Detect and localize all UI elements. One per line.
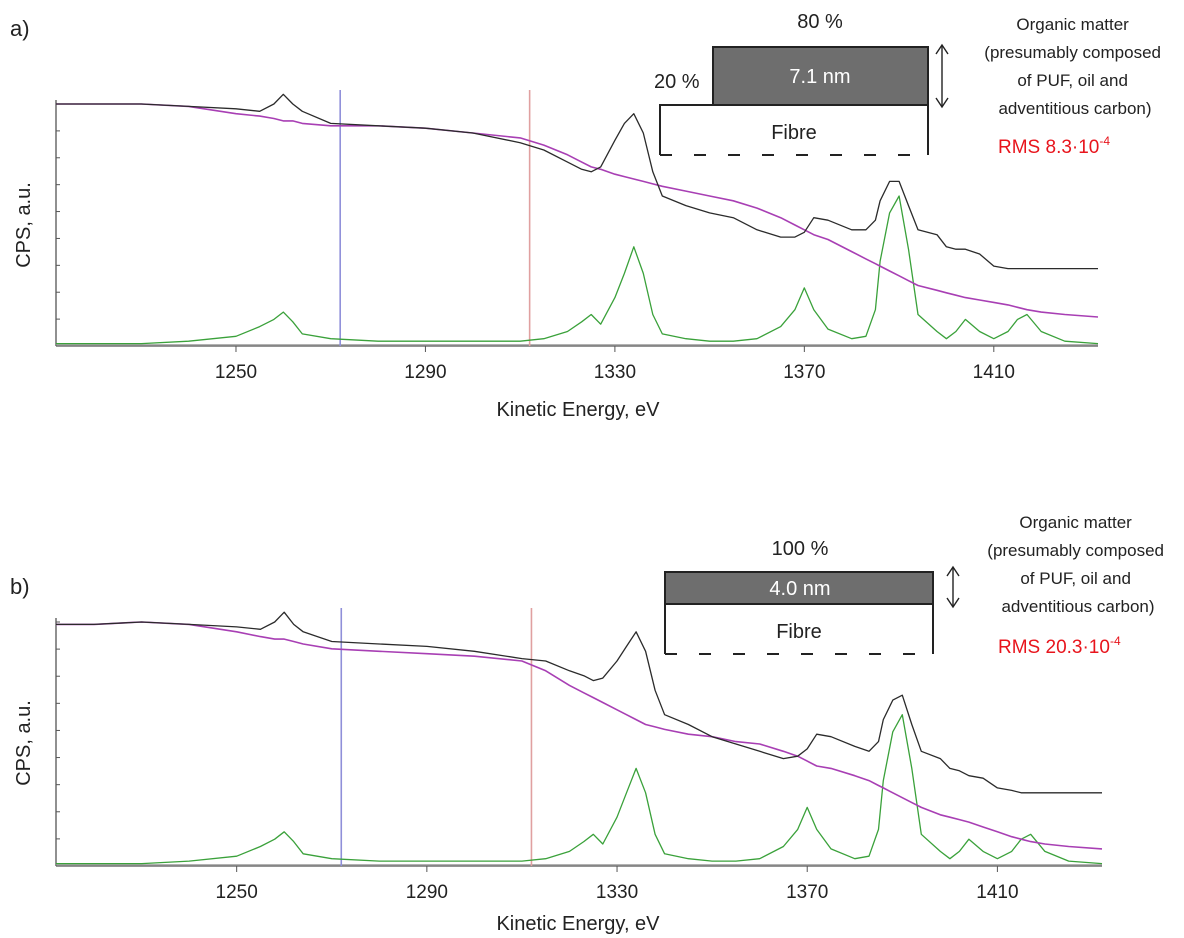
coverage-top-label: 100 % bbox=[772, 538, 829, 560]
organic-layer bbox=[712, 46, 929, 106]
panel-a: a) 1250 1290 1330 1370 1410 CPS, a.u. Kineti… bbox=[10, 11, 1165, 421]
organic-matter-note: Organic matter (presumably composed of P… bbox=[984, 15, 1165, 118]
plot-area: 1250 1290 1330 1370 1410 bbox=[55, 90, 1099, 383]
y-axis-title: CPS, a.u. bbox=[13, 700, 35, 786]
peaks-line bbox=[56, 714, 1103, 865]
note-line: adventitious carbon) bbox=[998, 99, 1151, 118]
x-tick-label: 1330 bbox=[594, 362, 636, 383]
fibre-label: Fibre bbox=[771, 122, 817, 144]
fibre-label: Fibre bbox=[776, 621, 822, 643]
note-line: (presumably composed bbox=[987, 541, 1164, 560]
layer-schematic: 100 % 4.0 nm Fibre bbox=[664, 538, 960, 655]
fibre-outline bbox=[664, 603, 934, 654]
x-tick-label: 1370 bbox=[783, 362, 825, 383]
rms-label: RMS 20.3·10-4 bbox=[998, 634, 1121, 658]
thickness-arrow bbox=[935, 43, 949, 109]
note-line: Organic matter bbox=[1019, 513, 1132, 532]
note-line: adventitious carbon) bbox=[1001, 597, 1154, 616]
x-axis-title: Kinetic Energy, eV bbox=[496, 399, 660, 421]
organic-matter-note: Organic matter (presumably composed of P… bbox=[987, 513, 1168, 616]
rms-exponent: -4 bbox=[1110, 634, 1121, 648]
note-line: of PUF, oil and bbox=[1020, 569, 1131, 588]
rms-value: RMS 20.3·10 bbox=[998, 637, 1110, 658]
panel-label: a) bbox=[10, 16, 30, 41]
thickness-arrow bbox=[946, 565, 960, 609]
note-line: of PUF, oil and bbox=[1017, 71, 1128, 90]
layer-thickness-label: 4.0 nm bbox=[769, 578, 830, 600]
panel-label: b) bbox=[10, 574, 30, 599]
x-tick-label: 1290 bbox=[406, 882, 448, 903]
rms-exponent: -4 bbox=[1099, 134, 1110, 148]
background-line bbox=[56, 103, 1099, 318]
panel-b: b) 1250 1290 1330 1370 1410 CPS, a.u. Kineti… bbox=[10, 513, 1168, 935]
rms-value: RMS 8.3·10 bbox=[998, 137, 1099, 158]
x-tick-label: 1250 bbox=[215, 362, 257, 383]
coverage-side-label: 20 % bbox=[654, 71, 700, 93]
coverage-top-label: 80 % bbox=[797, 11, 843, 33]
plot-area: 1250 1290 1330 1370 1410 bbox=[55, 608, 1103, 903]
note-line: (presumably composed bbox=[984, 43, 1161, 62]
x-tick-label: 1410 bbox=[973, 362, 1015, 383]
note-line: Organic matter bbox=[1016, 15, 1129, 34]
layer-thickness-label: 7.1 nm bbox=[789, 66, 850, 88]
measured-line bbox=[56, 611, 1102, 794]
fibre-outline bbox=[659, 104, 929, 155]
background-line bbox=[56, 621, 1103, 850]
rms-label: RMS 8.3·10-4 bbox=[998, 134, 1110, 158]
x-tick-label: 1410 bbox=[976, 882, 1018, 903]
y-axis-title: CPS, a.u. bbox=[13, 182, 35, 268]
x-axis-title: Kinetic Energy, eV bbox=[496, 913, 660, 935]
measured-line bbox=[56, 93, 1098, 270]
x-tick-label: 1250 bbox=[216, 882, 258, 903]
x-tick-label: 1330 bbox=[596, 882, 638, 903]
layer-schematic: 80 % 20 % 7.1 nm Fibre bbox=[654, 11, 949, 156]
x-tick-label: 1290 bbox=[404, 362, 446, 383]
x-tick-label: 1370 bbox=[786, 882, 828, 903]
peaks-line bbox=[56, 195, 1099, 345]
organic-layer bbox=[664, 571, 934, 605]
